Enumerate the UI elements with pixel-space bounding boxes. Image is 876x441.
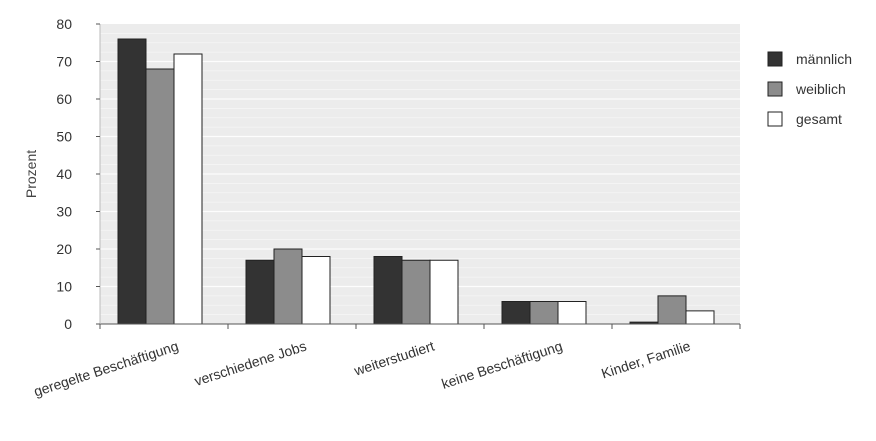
gridlines [100, 32, 740, 316]
x-tick-label: geregelte Beschäftigung [32, 338, 181, 400]
legend-label: weiblich [795, 81, 846, 97]
bars [117, 38, 715, 325]
x-tick-label: verschiedene Jobs [192, 338, 308, 389]
bar [501, 301, 531, 325]
y-tick-label: 40 [56, 166, 72, 182]
bar [685, 310, 715, 325]
legend-swatch [767, 111, 783, 127]
legend-swatch [767, 51, 783, 67]
bar [657, 295, 687, 325]
y-axis-ticks: 0 10 20 30 40 50 60 70 80 [56, 16, 100, 332]
bar [117, 38, 147, 325]
y-tick-label: 60 [56, 91, 72, 107]
bar [401, 259, 431, 325]
y-tick-label: 0 [64, 316, 72, 332]
bar [301, 256, 331, 325]
legend: männlich weiblich gesamt [767, 51, 852, 127]
bar [373, 256, 403, 325]
y-tick-label: 30 [56, 204, 72, 220]
legend-swatch [767, 81, 783, 97]
y-axis-title: Prozent [23, 150, 39, 198]
bar [429, 259, 459, 325]
x-tick-label: Kinder, Familie [599, 338, 692, 382]
x-axis-ticks: geregelte Beschäftigung verschiedene Jobs… [32, 324, 741, 400]
legend-label: gesamt [796, 111, 842, 127]
x-tick-label: keine Beschäftigung [439, 338, 564, 392]
y-tick-label: 80 [56, 16, 72, 32]
x-tick-label: weiterstudiert [351, 338, 436, 379]
bar [557, 301, 587, 325]
y-tick-label: 70 [56, 54, 72, 70]
bar [173, 53, 203, 325]
y-tick-label: 20 [56, 241, 72, 257]
legend-label: männlich [796, 51, 852, 67]
bar [273, 248, 303, 325]
y-tick-label: 10 [56, 279, 72, 295]
bar [145, 68, 175, 325]
bar [529, 301, 559, 325]
y-tick-label: 50 [56, 129, 72, 145]
bar [245, 259, 275, 325]
